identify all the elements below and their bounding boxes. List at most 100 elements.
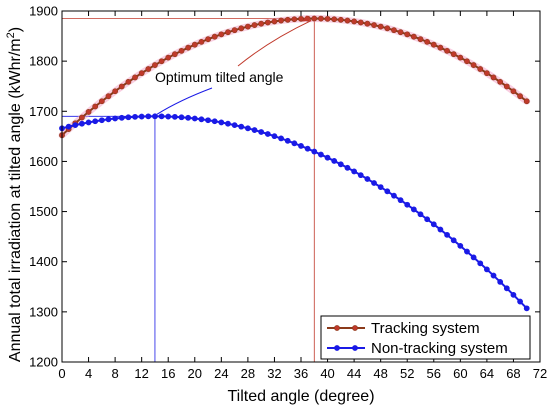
series-0-point — [424, 38, 431, 45]
legend-label-1: Non-tracking system — [371, 340, 508, 357]
series-0-point — [244, 23, 251, 30]
series-0-point — [337, 16, 344, 23]
series-0-point — [185, 44, 192, 51]
series-0-point — [490, 74, 497, 81]
series-0-point — [377, 23, 384, 30]
series-0-point — [205, 36, 211, 43]
annotation-layer: Optimum tilted angle — [155, 15, 312, 115]
series-0-point — [225, 29, 231, 36]
series-0-point — [477, 66, 484, 72]
series-0-point — [510, 88, 517, 95]
series-0-point — [384, 25, 391, 32]
legend-swatch-dot-0 — [334, 325, 340, 331]
series-1-point — [450, 237, 457, 244]
series-1-point — [244, 125, 251, 132]
x-tick-label: 56 — [427, 366, 441, 381]
y-tick-label: 1700 — [29, 104, 58, 119]
series-1-point — [404, 201, 411, 208]
series-0-point — [291, 16, 298, 23]
x-tick-label: 72 — [533, 366, 547, 381]
x-tick-label: 12 — [134, 366, 148, 381]
series-1-point — [437, 226, 444, 233]
series-0-point — [218, 31, 225, 38]
series-1-point — [191, 115, 198, 122]
series-0-point — [298, 15, 304, 22]
legend-swatch-dot-0 — [352, 325, 358, 331]
series-0-point — [278, 17, 284, 24]
series-1-point — [464, 248, 470, 255]
series-1-point — [171, 113, 178, 120]
series-0-point — [138, 70, 145, 77]
series-layer — [58, 15, 531, 312]
series-0-point — [371, 22, 377, 28]
series-0-point — [417, 36, 424, 43]
series-0-point — [318, 15, 324, 22]
x-tick-label: 52 — [400, 366, 414, 381]
y-tick-label: 1300 — [29, 304, 58, 319]
series-1-point — [377, 184, 384, 190]
series-1-point — [65, 123, 72, 130]
series-0-point — [171, 51, 178, 58]
x-tick-label: 24 — [214, 366, 228, 381]
series-0-point — [397, 29, 404, 36]
series-0-point — [410, 33, 417, 40]
series-1-point — [364, 176, 371, 182]
series-1-point — [417, 211, 424, 218]
series-1-point — [92, 118, 99, 125]
series-0-point — [251, 22, 258, 28]
series-1-point — [138, 113, 145, 120]
series-0-point — [258, 20, 265, 27]
y-tick-label: 1600 — [29, 154, 58, 169]
series-1-point — [371, 180, 377, 186]
legend-box — [320, 315, 531, 360]
x-tick-label: 16 — [161, 366, 175, 381]
series-1-point — [225, 120, 231, 127]
series-0-point — [191, 41, 198, 48]
series-0-point — [132, 74, 138, 81]
series-0-point — [118, 83, 125, 90]
series-1-point — [331, 158, 338, 164]
series-1-point — [490, 272, 497, 279]
series-1-point — [85, 119, 92, 126]
series-1-point — [291, 140, 298, 147]
series-0-point — [198, 38, 205, 45]
series-0-point — [311, 15, 318, 22]
series-0-point — [497, 78, 504, 85]
series-1-point — [165, 113, 172, 120]
series-1-point — [477, 260, 484, 267]
series-0-point — [79, 114, 85, 121]
series-1-point — [258, 129, 265, 135]
series-1-point — [324, 154, 331, 161]
x-tick-label: 32 — [267, 366, 281, 381]
series-0-point — [324, 15, 331, 22]
x-tick-label: 64 — [480, 366, 494, 381]
series-1-point — [517, 298, 523, 305]
series-1-point — [231, 122, 238, 129]
series-0-point — [437, 44, 444, 51]
series-1-point — [470, 254, 477, 261]
series-1-point — [205, 117, 211, 124]
series-1-point — [497, 278, 504, 285]
series-0-point — [430, 41, 437, 48]
series-0-point — [211, 33, 218, 40]
series-0-point — [112, 88, 119, 95]
x-tick-label: 36 — [294, 366, 308, 381]
series-0-point — [152, 62, 158, 68]
series-1-point — [503, 285, 510, 292]
series-1-point — [523, 305, 530, 312]
series-0-point — [344, 17, 351, 24]
series-1-point — [304, 145, 311, 152]
series-1-point — [125, 114, 132, 121]
series-1-point — [444, 231, 450, 238]
x-tick-label: 20 — [188, 366, 202, 381]
series-0-point — [523, 98, 530, 105]
series-1-point — [251, 127, 258, 133]
series-1-point — [152, 113, 158, 120]
series-0-point — [444, 47, 450, 54]
series-0-point — [470, 62, 477, 68]
series-0-point — [391, 27, 397, 34]
series-0-point — [503, 83, 510, 90]
series-1-point — [311, 148, 318, 155]
x-tick-label: 0 — [58, 366, 65, 381]
